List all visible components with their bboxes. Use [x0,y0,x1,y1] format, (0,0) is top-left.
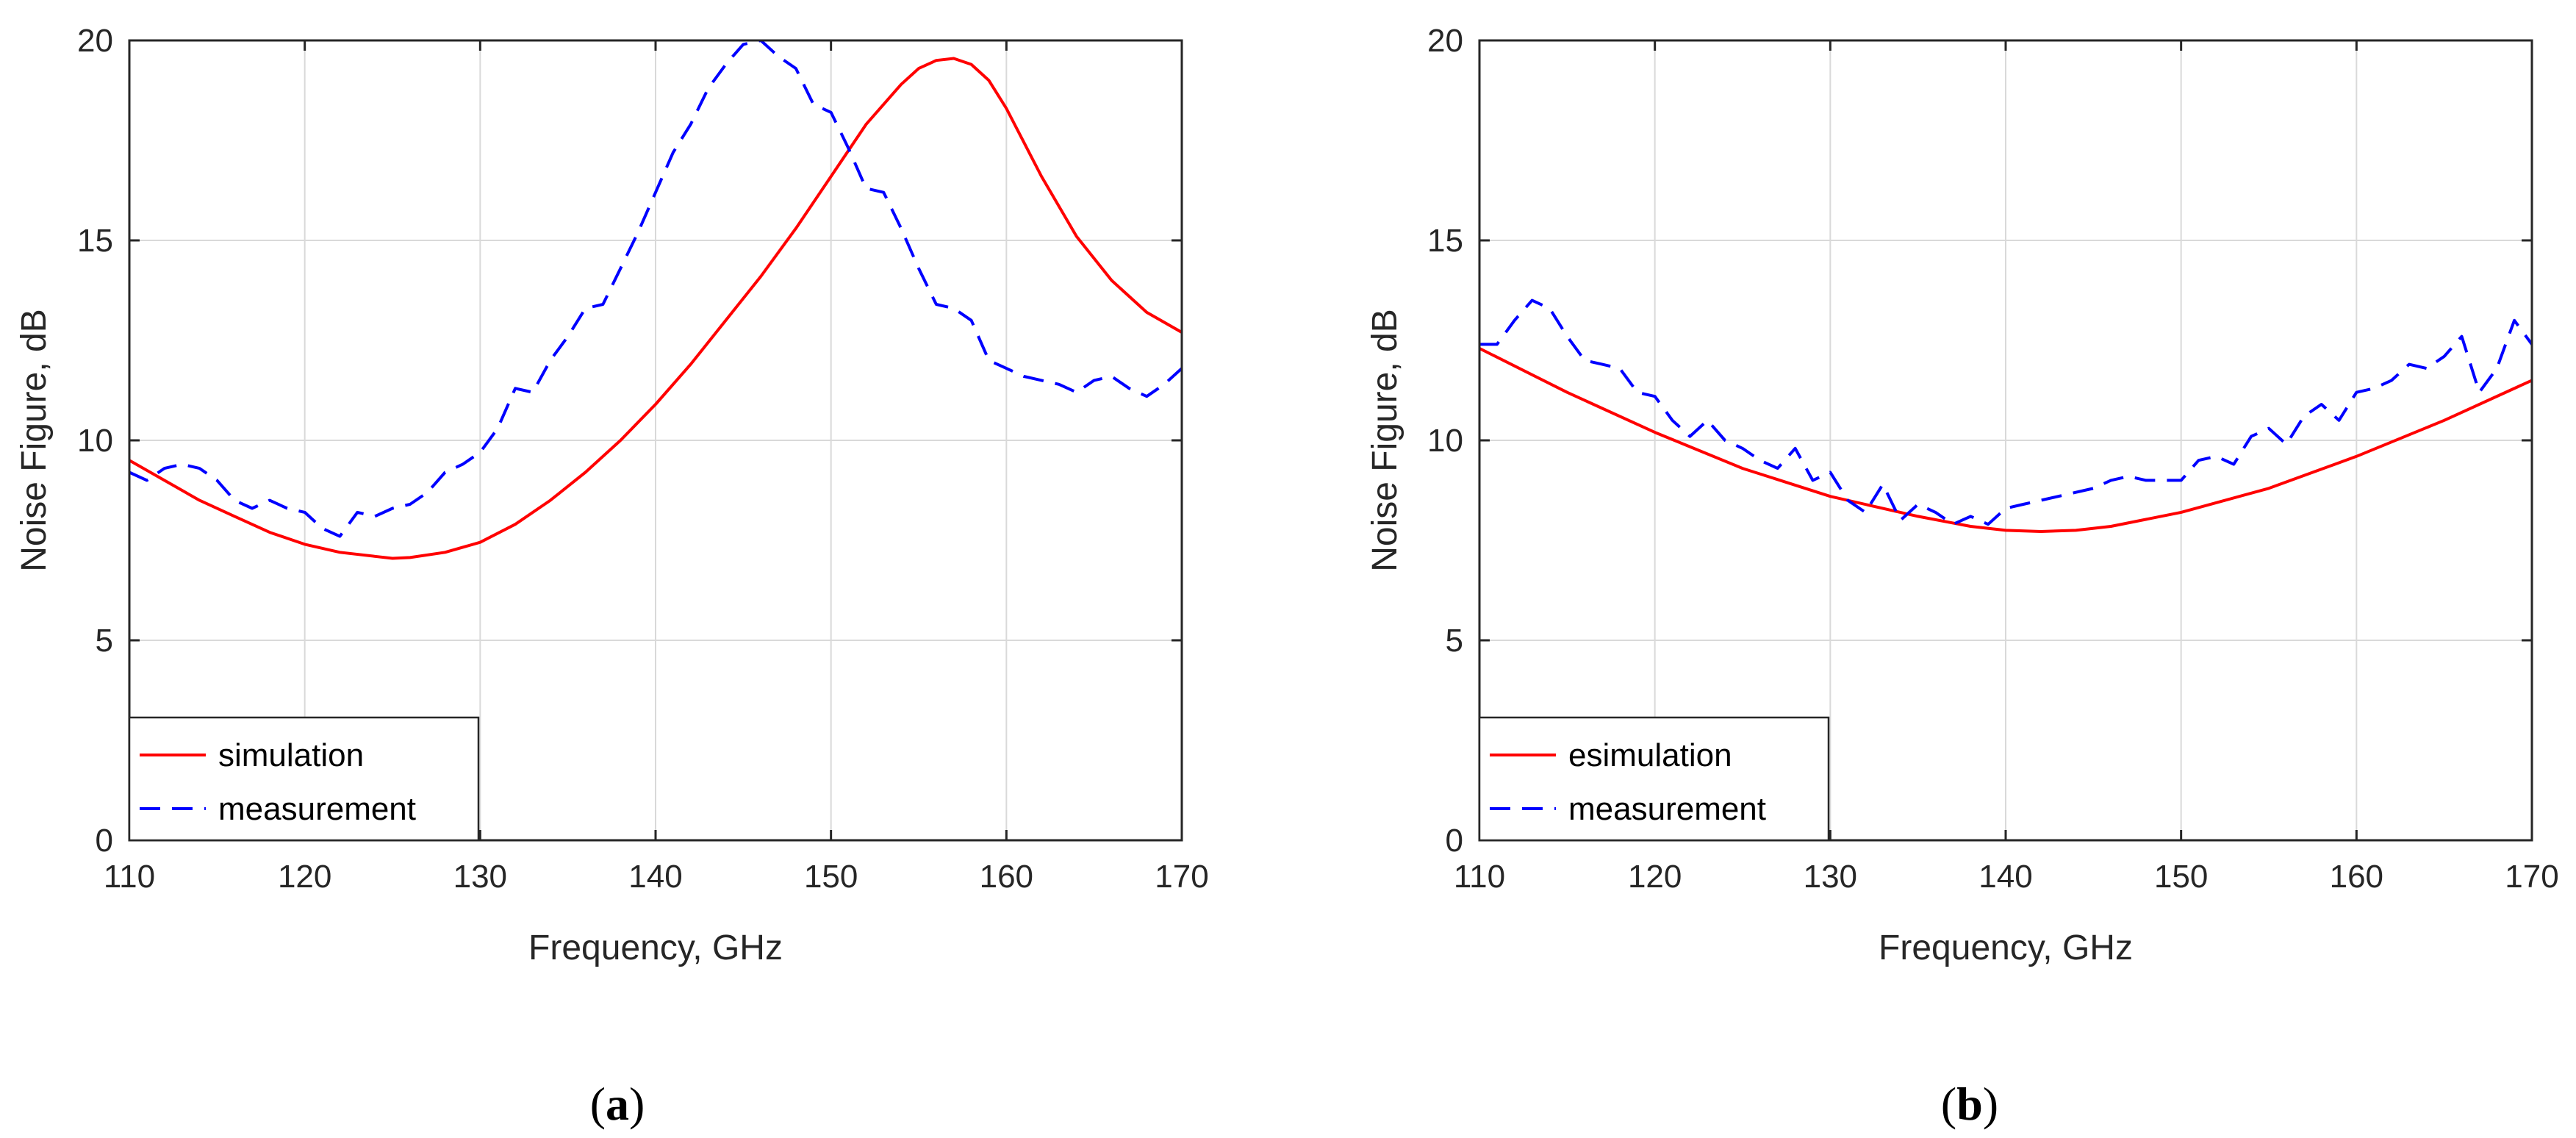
y-tick-label: 5 [1446,623,1463,659]
x-tick-label: 170 [1155,859,1208,895]
tick-labels: 110 120 130 140 150 160 170 0 5 10 15 20 [1427,23,2559,895]
grid-lines [129,40,1182,840]
y-tick-label: 5 [96,623,113,659]
caption-a: (a) [590,1078,645,1130]
series-layer [1479,298,2532,533]
x-axis-label: Frequency, GHz [1879,928,2133,967]
x-tick-label: 120 [1628,859,1682,895]
series-line-measurement [1479,298,2532,526]
y-tick-label: 20 [1427,23,1463,59]
x-tick-label: 110 [104,859,155,895]
x-tick-label: 130 [453,859,507,895]
y-axis-label: Noise Figure, dB [15,309,54,572]
x-tick-label: 160 [2330,859,2383,895]
x-tick-label: 150 [804,859,858,895]
y-tick-label: 0 [1446,823,1463,859]
x-tick-label: 140 [1978,859,2032,895]
x-tick-label: 170 [2505,859,2558,895]
series-line-simulation [129,57,1182,560]
grid-lines [1479,40,2532,840]
x-tick-label: 120 [278,859,331,895]
y-tick-label: 0 [96,823,113,859]
y-tick-label: 15 [1427,223,1463,259]
tick-labels: 110 120 130 140 150 160 170 0 5 10 15 20 [77,23,1209,895]
chart-panel-a: 110 120 130 140 150 160 170 0 5 10 15 20 Frequency,… [15,23,1209,1130]
legend-label-measurement: measurement [218,791,416,827]
y-axis-label: Noise Figure, dB [1366,309,1404,572]
legend-box [1478,716,1830,842]
x-tick-label: 160 [980,859,1033,895]
series-line-esimulation [1479,347,2532,533]
chart-panel-b: 110 120 130 140 150 160 170 0 5 10 15 20 Frequency,… [1366,23,2559,1130]
legend-box [128,716,480,842]
x-axis-label: Frequency, GHz [528,928,783,967]
y-tick-label: 15 [77,223,113,259]
legend-label-simulation: simulation [218,737,364,773]
y-tick-label: 10 [1427,423,1463,459]
x-tick-label: 140 [628,859,682,895]
legend: esimulation measurement [1478,716,1830,842]
caption-b: (b) [1941,1078,1998,1130]
series-layer [129,40,1182,560]
legend-label-measurement: measurement [1568,791,1766,827]
x-tick-label: 130 [1804,859,1857,895]
legend: simulation measurement [128,716,480,842]
x-tick-label: 110 [1454,859,1505,895]
legend-label-esimulation: esimulation [1568,737,1732,773]
series-line-measurement [129,40,1182,538]
x-tick-label: 150 [2154,859,2208,895]
y-tick-label: 10 [77,423,113,459]
y-tick-label: 20 [77,23,113,59]
